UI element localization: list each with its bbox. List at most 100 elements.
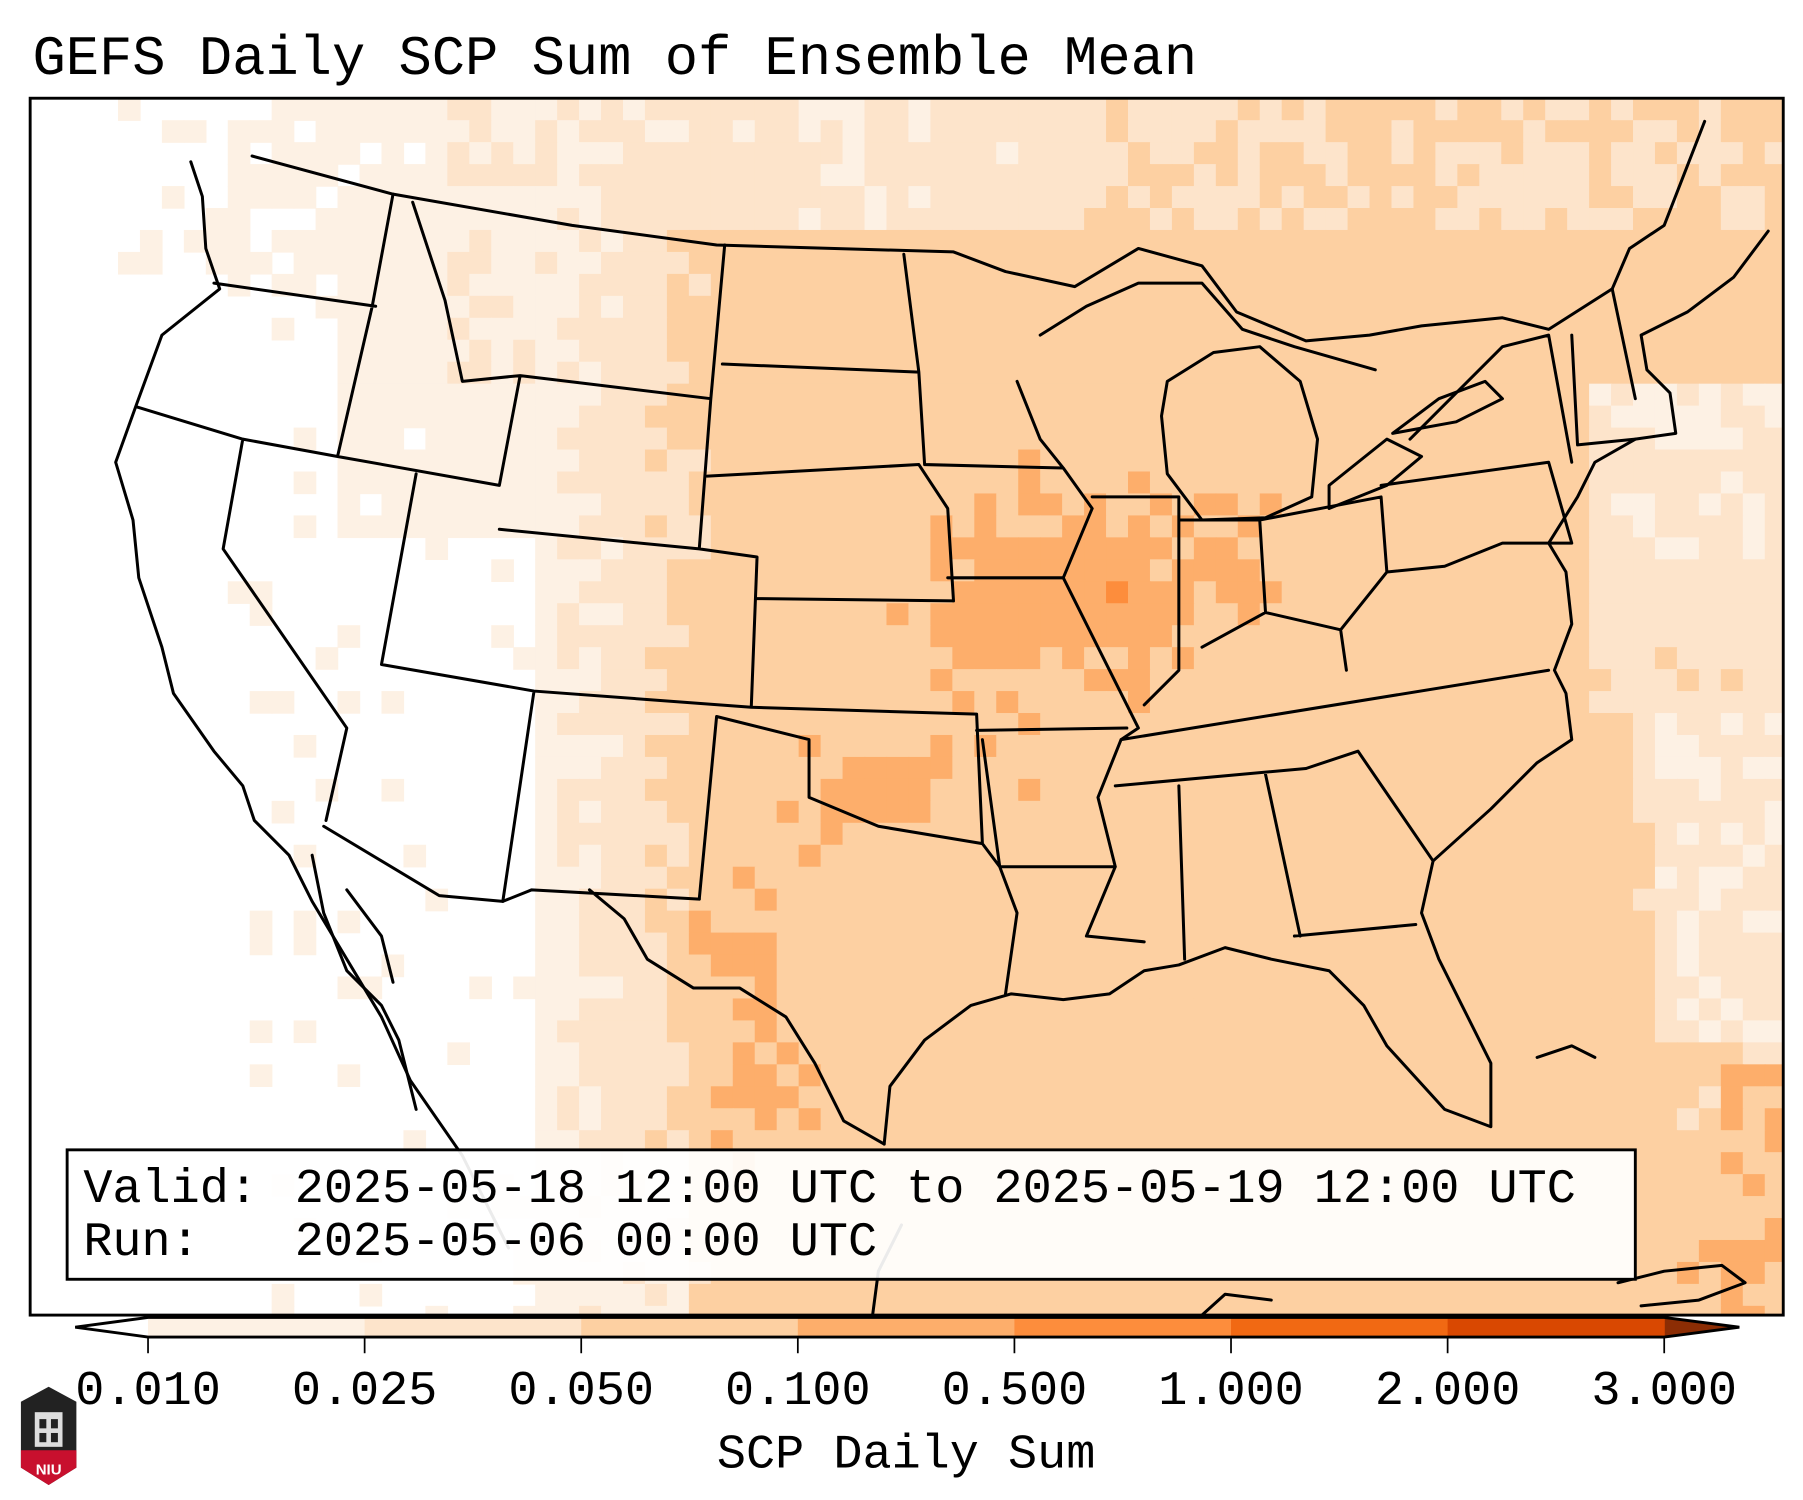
data-cell bbox=[579, 822, 602, 846]
data-cell bbox=[1457, 251, 1481, 275]
data-cell bbox=[1589, 932, 1612, 956]
data-cell bbox=[249, 932, 273, 956]
data-cell bbox=[996, 581, 1019, 604]
data-cell bbox=[557, 537, 580, 561]
data-cell bbox=[1589, 1020, 1612, 1044]
data-cell bbox=[1633, 273, 1656, 297]
data-cell bbox=[557, 1305, 580, 1316]
data-cell bbox=[908, 647, 932, 670]
data-cell bbox=[1720, 559, 1744, 582]
data-cell bbox=[1106, 317, 1129, 341]
data-cell bbox=[469, 120, 492, 143]
data-cell bbox=[601, 471, 624, 495]
data-cell bbox=[1128, 625, 1151, 648]
data-cell bbox=[183, 229, 207, 253]
data-cell bbox=[1413, 186, 1437, 209]
data-cell bbox=[1720, 778, 1744, 802]
data-cell bbox=[1303, 866, 1327, 890]
data-cell bbox=[974, 976, 997, 1000]
data-cell bbox=[1281, 713, 1305, 736]
data-cell bbox=[1040, 800, 1063, 824]
data-cell bbox=[1040, 1283, 1063, 1307]
data-cell bbox=[798, 295, 822, 319]
data-cell bbox=[1633, 1086, 1656, 1109]
data-cell bbox=[1633, 383, 1656, 407]
data-cell bbox=[666, 713, 690, 736]
data-cell bbox=[579, 713, 602, 736]
data-cell bbox=[1413, 537, 1437, 561]
data-cell bbox=[622, 691, 646, 714]
data-cell bbox=[1742, 559, 1766, 582]
data-cell bbox=[1259, 647, 1283, 670]
data-cell bbox=[820, 559, 844, 582]
data-cell bbox=[1523, 844, 1546, 868]
data-cell bbox=[644, 273, 668, 297]
data-cell bbox=[557, 581, 580, 604]
data-cell bbox=[1128, 647, 1151, 670]
data-cell bbox=[1215, 822, 1239, 846]
data-cell bbox=[622, 647, 646, 670]
data-cell bbox=[1325, 251, 1349, 275]
data-cell bbox=[1128, 361, 1151, 385]
data-cell bbox=[1018, 537, 1041, 561]
data-cell bbox=[1303, 1042, 1327, 1066]
data-cell bbox=[1237, 1064, 1261, 1087]
data-cell bbox=[1259, 691, 1283, 714]
data-cell bbox=[1193, 669, 1217, 692]
data-cell bbox=[1303, 295, 1327, 319]
data-cell bbox=[688, 405, 712, 429]
data-cell bbox=[1062, 1305, 1085, 1316]
data-cell bbox=[798, 361, 822, 385]
data-cell bbox=[1633, 866, 1656, 890]
data-cell bbox=[886, 1042, 910, 1066]
data-cell bbox=[1391, 98, 1415, 121]
data-cell bbox=[1347, 405, 1371, 429]
data-cell bbox=[908, 559, 932, 582]
data-cell bbox=[974, 559, 997, 582]
data-cell bbox=[1084, 734, 1107, 758]
data-cell bbox=[1018, 756, 1041, 780]
data-cell bbox=[447, 361, 470, 385]
data-cell bbox=[1149, 273, 1173, 297]
data-cell bbox=[930, 339, 954, 363]
data-cell bbox=[1128, 339, 1151, 363]
data-cell bbox=[579, 734, 602, 758]
data-cell bbox=[688, 98, 712, 121]
data-cell bbox=[798, 317, 822, 341]
data-cell bbox=[1237, 449, 1261, 473]
data-cell bbox=[1567, 669, 1590, 692]
data-cell bbox=[491, 98, 514, 121]
data-cell bbox=[908, 515, 932, 539]
data-cell bbox=[1281, 405, 1305, 429]
data-cell bbox=[930, 625, 954, 648]
data-cell bbox=[403, 164, 427, 187]
data-cell bbox=[776, 1064, 800, 1087]
data-cell bbox=[1347, 537, 1371, 561]
data-cell bbox=[1523, 98, 1546, 121]
data-cell bbox=[1764, 559, 1784, 582]
data-cell bbox=[1149, 515, 1173, 539]
data-cell bbox=[1698, 998, 1722, 1022]
data-cell bbox=[359, 120, 383, 143]
data-cell bbox=[1149, 691, 1173, 714]
data-cell bbox=[1369, 954, 1393, 978]
data-cell bbox=[1742, 251, 1766, 275]
data-cell bbox=[1698, 734, 1722, 758]
data-cell bbox=[1303, 844, 1327, 868]
data-cell bbox=[1171, 1130, 1195, 1153]
data-cell bbox=[1435, 1130, 1459, 1153]
data-cell bbox=[1193, 800, 1217, 824]
data-cell bbox=[579, 1086, 602, 1109]
data-cell bbox=[469, 251, 492, 275]
data-cell bbox=[1742, 998, 1766, 1022]
data-cell bbox=[161, 120, 185, 143]
data-cell bbox=[952, 208, 975, 231]
data-cell bbox=[754, 98, 778, 121]
data-cell bbox=[952, 1020, 975, 1044]
data-cell bbox=[732, 1108, 756, 1131]
data-cell bbox=[732, 932, 756, 956]
data-cell bbox=[1742, 120, 1766, 143]
data-cell bbox=[1040, 559, 1063, 582]
data-cell bbox=[688, 713, 712, 736]
data-cell bbox=[1259, 427, 1283, 451]
